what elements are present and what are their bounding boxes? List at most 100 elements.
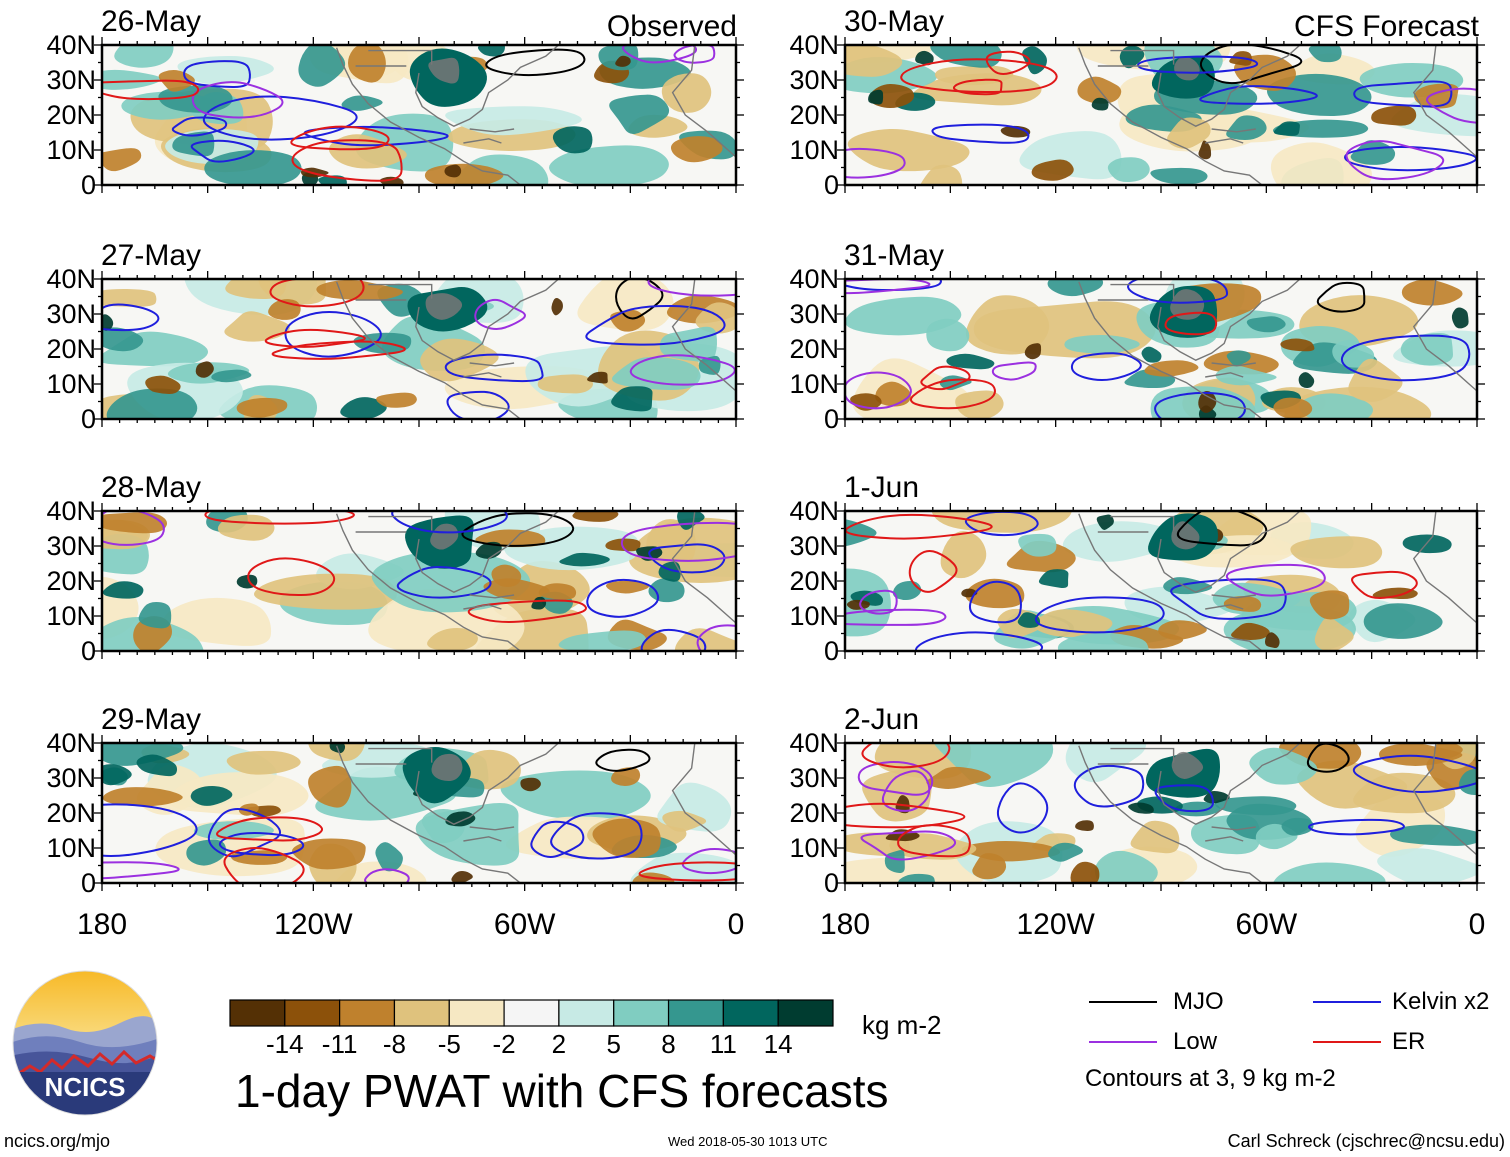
colorbar-box bbox=[558, 999, 615, 1027]
anomaly-blob bbox=[845, 45, 903, 77]
colorbar-box bbox=[229, 999, 286, 1027]
contour-line bbox=[1426, 87, 1477, 124]
lat-label: 40N bbox=[789, 728, 839, 758]
anomaly-blob bbox=[1391, 94, 1477, 137]
colorbar-tick-label: -11 bbox=[321, 1029, 358, 1059]
lon-label: 0 bbox=[727, 908, 745, 941]
anomaly-blob bbox=[1246, 316, 1286, 333]
anomaly-blob bbox=[424, 163, 504, 185]
lat-label: 0 bbox=[80, 170, 96, 200]
anomaly-blob bbox=[1433, 743, 1463, 759]
anomaly-blob bbox=[186, 839, 227, 866]
lat-label: 40N bbox=[46, 496, 96, 526]
anomaly-blob bbox=[1167, 117, 1211, 149]
contour-line bbox=[485, 48, 586, 77]
lat-label: 20N bbox=[46, 100, 96, 130]
anomaly-blob bbox=[897, 873, 936, 883]
map-panel-28-may bbox=[94, 503, 744, 659]
anomaly-blob bbox=[606, 580, 650, 594]
lat-label: 0 bbox=[823, 868, 839, 898]
anomaly-blob bbox=[145, 375, 181, 395]
colorbar-tick-label: -5 bbox=[437, 1029, 461, 1059]
lat-label: 30N bbox=[46, 65, 96, 95]
contour-line bbox=[615, 279, 664, 320]
legend-label-low: Low bbox=[1173, 1028, 1218, 1055]
anomaly-blob bbox=[427, 628, 478, 651]
lat-label: 40N bbox=[789, 496, 839, 526]
site-link[interactable]: ncics.org/mjo bbox=[4, 1131, 111, 1151]
contour-line bbox=[629, 354, 736, 386]
anomaly-blob bbox=[1390, 824, 1477, 846]
anomaly-blob bbox=[1017, 612, 1041, 628]
colorbar-tick-label: 5 bbox=[606, 1029, 621, 1059]
contour-line bbox=[1308, 818, 1405, 836]
contour-line bbox=[845, 513, 993, 540]
contour-line bbox=[845, 802, 966, 829]
anomaly-blob bbox=[376, 392, 417, 408]
anomaly-blob bbox=[1024, 343, 1042, 360]
timestamp: Wed 2018-05-30 1013 UTC bbox=[668, 1134, 828, 1149]
anomaly-blob bbox=[379, 176, 404, 185]
contour-line bbox=[696, 624, 736, 651]
colorbar-tick-label: 14 bbox=[763, 1029, 793, 1059]
anomaly-blob bbox=[102, 148, 142, 172]
lat-label: 0 bbox=[80, 636, 96, 666]
coastline bbox=[335, 279, 736, 419]
colorbar-box bbox=[667, 999, 724, 1027]
contour-line bbox=[920, 365, 971, 391]
anomaly-blob bbox=[102, 69, 162, 90]
contour-line bbox=[474, 298, 526, 330]
coastline bbox=[1078, 511, 1477, 651]
colorbar-box bbox=[339, 999, 396, 1027]
anomaly-blob bbox=[1371, 105, 1417, 126]
panel-date-26-may: 26-May bbox=[101, 5, 202, 38]
map-panel-29-may bbox=[94, 735, 744, 891]
colorbar-boxes bbox=[229, 999, 834, 1027]
lat-label: 10N bbox=[46, 601, 96, 631]
contour-line bbox=[204, 511, 355, 525]
legend-label-er: ER bbox=[1392, 1028, 1426, 1055]
colorbar-tick-label: -2 bbox=[492, 1029, 516, 1059]
anomaly-blob bbox=[552, 126, 593, 154]
contour-line bbox=[467, 599, 587, 623]
anomaly-blob bbox=[477, 45, 505, 57]
contour-line bbox=[396, 566, 492, 599]
anomaly-blob bbox=[1107, 157, 1150, 183]
contour-note: Contours at 3, 9 kg m-2 bbox=[1085, 1065, 1336, 1092]
colorbar-box bbox=[613, 999, 670, 1027]
land-shade bbox=[425, 293, 463, 320]
anomaly-blob bbox=[1150, 167, 1208, 185]
anomaly-blob bbox=[1047, 279, 1104, 297]
anomaly-blob bbox=[1281, 817, 1314, 836]
anomaly-blob bbox=[615, 55, 631, 67]
panel-date-29-may: 29-May bbox=[101, 703, 202, 736]
anomaly-blob bbox=[1226, 350, 1251, 366]
anomaly-blob bbox=[1215, 365, 1277, 386]
ncics-logo: NCICS bbox=[10, 968, 160, 1118]
lat-label: 10N bbox=[46, 135, 96, 165]
anomaly-blob bbox=[1309, 590, 1350, 620]
contour-line bbox=[991, 361, 1037, 381]
logo-text: NCICS bbox=[45, 1072, 126, 1102]
anomaly-blob bbox=[1031, 159, 1074, 181]
contour-line bbox=[845, 147, 906, 179]
contour-line bbox=[446, 390, 510, 419]
map-panel-31-may bbox=[837, 271, 1485, 427]
contour-line bbox=[1127, 279, 1229, 304]
contour-line bbox=[530, 820, 585, 858]
anomaly-blob bbox=[1223, 596, 1262, 612]
anomaly-blob bbox=[102, 764, 132, 786]
lon-label: 120W bbox=[1016, 908, 1095, 941]
contour-line bbox=[247, 557, 336, 597]
lon-label: 60W bbox=[493, 908, 556, 941]
lon-label: 120W bbox=[274, 908, 353, 941]
contour-line bbox=[860, 830, 957, 861]
contour-line bbox=[1352, 754, 1477, 793]
anomaly-blob bbox=[892, 580, 922, 601]
contour-line bbox=[640, 628, 707, 651]
contour-line bbox=[909, 378, 996, 410]
anomaly-blob bbox=[609, 94, 670, 135]
lat-label: 0 bbox=[823, 170, 839, 200]
lat-label: 40N bbox=[789, 30, 839, 60]
anomaly-blob bbox=[445, 811, 476, 827]
